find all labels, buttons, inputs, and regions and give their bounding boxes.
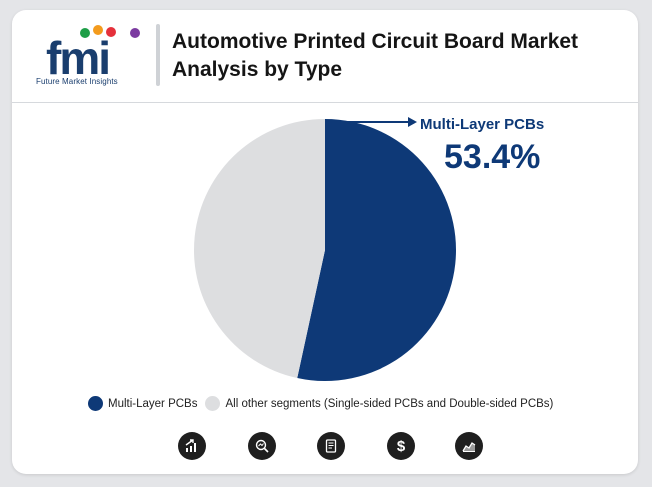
legend-item-multi-layer: Multi-Layer PCBs <box>88 396 197 411</box>
report-card: fmi Future Market Insights Automotive Pr… <box>12 10 638 474</box>
magnifier-chart-icon[interactable] <box>248 432 276 460</box>
legend-label: Multi-Layer PCBs <box>108 397 198 410</box>
svg-text:fmi: fmi <box>46 32 109 84</box>
dollar-icon[interactable]: $ <box>387 432 415 460</box>
chart-legend: Multi-Layer PCBs All other segments (Sin… <box>88 396 628 411</box>
header-rule <box>12 102 638 103</box>
legend-swatch <box>205 396 221 411</box>
pie-slice-1 <box>193 119 325 379</box>
bar-growth-icon[interactable] <box>178 432 206 460</box>
legend-label: All other segments (Single-sided PCBs an… <box>225 397 554 410</box>
callout-label: Multi-Layer PCBs <box>420 116 545 133</box>
header-divider <box>156 24 160 86</box>
svg-text:$: $ <box>397 438 406 454</box>
logo-tagline: Future Market Insights <box>36 77 118 86</box>
legend-swatch <box>88 396 103 411</box>
footer-icons: $ <box>12 432 638 462</box>
fmi-logo: fmi <box>46 25 140 84</box>
page-title: Automotive Printed Circuit Board Market … <box>172 30 579 81</box>
pie-chart <box>193 117 456 381</box>
legend-item-other-segments: All other segments (Single-sided PCBs an… <box>205 396 553 411</box>
callout-arrow <box>325 117 417 127</box>
pie-slice-0 <box>297 119 456 381</box>
pie-slices <box>193 119 456 381</box>
callout-value: 53.4% <box>444 138 541 176</box>
report-document-icon[interactable] <box>317 432 345 460</box>
area-chart-icon[interactable] <box>455 432 483 460</box>
